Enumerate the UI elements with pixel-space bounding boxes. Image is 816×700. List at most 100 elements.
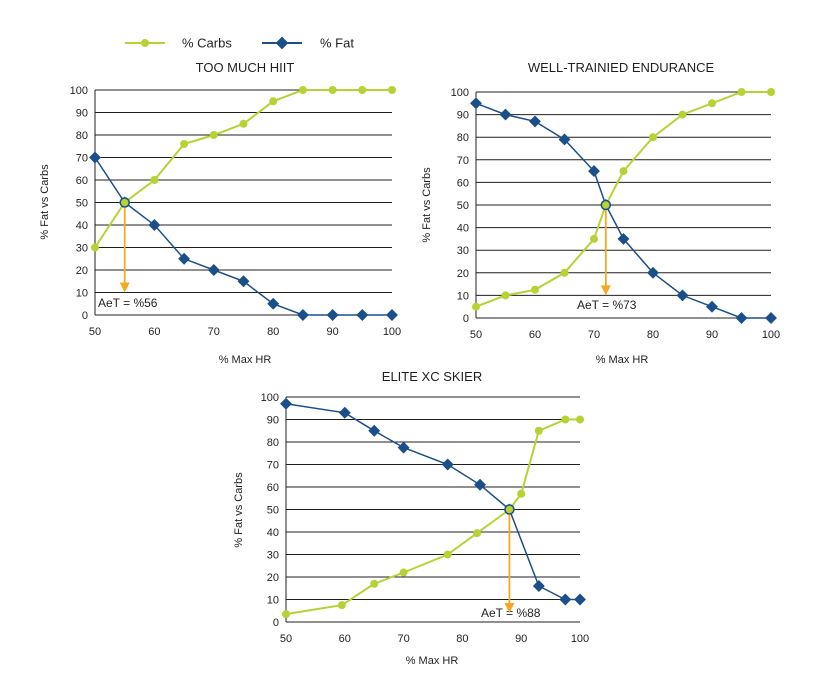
carbs-series-line (475, 91, 771, 308)
y-tick-label: 60 (76, 175, 88, 187)
chart-title: TOO MUCH HIIT (196, 60, 295, 75)
x-tick-label: 90 (515, 633, 527, 645)
carbs-data-point (370, 579, 379, 588)
crossover-point (600, 199, 612, 211)
carbs-data-point (678, 110, 687, 119)
fat-data-point (735, 312, 748, 324)
x-tick-label: 50 (280, 633, 292, 645)
carbs-data-point (534, 426, 543, 435)
carbs-data-point (150, 176, 159, 184)
carbs-series-line (94, 89, 392, 249)
y-tick-label: 30 (76, 243, 88, 255)
carbs-data-point (269, 97, 278, 106)
plot-area: 0 10 20 30 40 50 60 70 80 90 100 50 60 70 80 90 100 (70, 85, 402, 338)
aet-annotation: AeT = %88 (481, 606, 541, 620)
y-tick-label: 30 (457, 245, 469, 257)
carbs-data-point (388, 86, 396, 94)
legend-fat-marker (275, 36, 289, 50)
chart-title: WELL-TRAINIED ENDURANCE (528, 60, 715, 75)
x-tick-label: 90 (706, 329, 718, 341)
chart-well-trained-endurance: WELL-TRAINIED ENDURANCE % Fat vs Carbs %… (421, 60, 780, 366)
carbs-data-point (737, 88, 746, 96)
fat-data-point (148, 219, 161, 231)
y-tick-label: 80 (457, 132, 469, 144)
x-tick-label: 60 (529, 329, 541, 341)
fat-data-point (499, 108, 512, 121)
carbs-data-point (239, 119, 248, 128)
fat-data-point (532, 580, 545, 592)
y-tick-label: 70 (76, 153, 88, 165)
y-tick-label: 90 (457, 110, 469, 122)
fat-data-point (368, 424, 381, 437)
x-tick-label: 100 (762, 329, 780, 341)
plot-area: 0 10 20 30 40 50 60 70 80 90 100 50 60 70 80 90 100 (261, 392, 590, 645)
x-axis-label: % Max HR (406, 655, 459, 667)
x-tick-label: 100 (571, 633, 589, 645)
fat-data-point (326, 309, 339, 321)
y-tick-label: 30 (267, 550, 279, 562)
x-tick-label: 50 (89, 326, 101, 338)
carbs-data-point (399, 568, 408, 577)
y-tick-label: 50 (457, 200, 469, 212)
fat-series-line (475, 102, 771, 319)
fat-data-point (529, 115, 541, 128)
x-tick-label: 70 (588, 329, 600, 341)
fat-series-line (94, 157, 392, 316)
x-tick-label: 80 (267, 326, 279, 338)
aet-arrow-head (600, 285, 611, 296)
x-tick-label: 60 (339, 633, 351, 645)
carbs-data-point (767, 88, 775, 96)
x-tick-label: 50 (470, 329, 482, 341)
fat-data-point (470, 97, 482, 110)
crossover-point (119, 197, 130, 208)
x-axis-label: % Max HR (596, 354, 649, 366)
x-tick-label: 100 (383, 326, 401, 338)
x-tick-label: 90 (326, 326, 338, 338)
y-axis-label: % Fat vs Carbs (421, 167, 433, 243)
y-tick-label: 0 (82, 310, 88, 322)
carbs-data-point (472, 302, 480, 311)
y-tick-label: 20 (457, 268, 469, 280)
plot-area: 0 10 20 30 40 50 60 70 80 90 100 50 60 70 80 90 100 (451, 87, 781, 341)
carbs-data-point (576, 415, 584, 424)
y-tick-label: 100 (261, 392, 279, 404)
carbs-data-point (91, 243, 99, 252)
x-tick-label: 80 (647, 329, 659, 341)
legend-fat-label: % Fat (320, 36, 354, 51)
fat-data-point (280, 397, 292, 410)
carbs-data-point (358, 86, 367, 94)
carbs-data-point (298, 86, 307, 94)
fat-data-point (559, 593, 572, 606)
y-tick-label: 10 (457, 290, 469, 302)
fat-data-point (296, 309, 309, 321)
carbs-data-point (517, 489, 526, 498)
fat-data-point (237, 275, 250, 288)
x-tick-label: 80 (456, 633, 468, 645)
carbs-data-point (708, 99, 716, 108)
y-tick-label: 20 (267, 572, 279, 584)
legend: % Carbs % Fat (125, 36, 354, 51)
y-tick-label: 0 (463, 313, 469, 325)
y-tick-label: 40 (76, 220, 88, 232)
carbs-data-point (328, 86, 337, 94)
y-tick-label: 40 (457, 223, 469, 235)
fat-series-line (285, 403, 580, 601)
y-tick-label: 40 (267, 527, 279, 539)
carbs-data-point (619, 167, 628, 176)
y-tick-label: 70 (457, 155, 469, 167)
y-tick-label: 60 (457, 177, 469, 189)
carbs-data-point (561, 415, 570, 424)
fat-data-point (338, 406, 351, 419)
y-tick-label: 10 (76, 288, 88, 300)
fat-data-point (267, 297, 280, 310)
chart-title: ELITE XC SKIER (382, 369, 482, 384)
y-tick-label: 50 (267, 505, 279, 517)
carbs-data-point (473, 529, 482, 538)
chart-elite-xc-skier: ELITE XC SKIER % Fat vs Carbs % Max HR A… (233, 369, 589, 667)
y-tick-label: 80 (76, 130, 88, 142)
y-tick-label: 20 (76, 265, 88, 277)
fat-data-point (441, 458, 454, 471)
y-tick-label: 90 (267, 415, 279, 427)
y-tick-label: 60 (267, 482, 279, 494)
